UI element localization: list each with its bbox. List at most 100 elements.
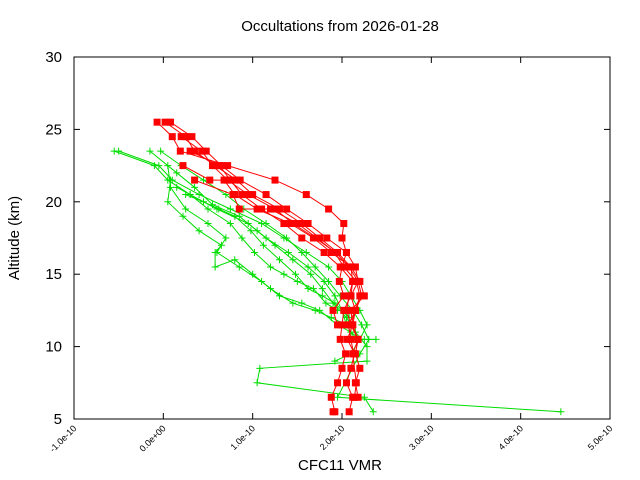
data-point <box>176 147 184 155</box>
data-point <box>168 133 176 141</box>
data-point <box>351 306 359 314</box>
x-axis-label: CFC11 VMR <box>298 457 382 474</box>
data-point <box>191 147 199 155</box>
data-point <box>325 205 333 213</box>
data-point <box>347 263 355 271</box>
data-point <box>224 162 232 170</box>
data-point <box>179 212 187 220</box>
data-point <box>191 183 199 191</box>
data-point <box>198 147 206 155</box>
data-point <box>226 205 234 213</box>
data-point <box>262 191 270 199</box>
data-point <box>304 220 312 228</box>
data-point <box>164 198 172 206</box>
series-green-2 <box>115 147 371 365</box>
data-point <box>182 205 190 213</box>
data-point <box>343 335 351 343</box>
data-point <box>329 408 337 416</box>
data-point <box>293 277 301 285</box>
data-point <box>271 205 279 213</box>
data-point <box>231 256 239 264</box>
data-point <box>322 299 330 307</box>
data-point <box>358 321 366 329</box>
data-point <box>208 162 216 170</box>
data-point <box>146 147 154 155</box>
data-point <box>557 408 565 416</box>
data-point <box>304 285 312 293</box>
data-point <box>253 227 261 235</box>
data-point <box>220 176 228 184</box>
data-point <box>200 198 208 206</box>
data-point <box>226 220 234 228</box>
data-point <box>226 176 234 184</box>
data-point <box>309 234 317 242</box>
series-green-7 <box>173 183 342 314</box>
data-point <box>283 234 291 242</box>
data-point <box>280 270 288 278</box>
data-point <box>211 248 219 256</box>
y-axis: 5 10 15 20 25 30 <box>45 49 610 428</box>
data-point <box>157 147 165 155</box>
data-point <box>275 256 283 264</box>
data-point <box>347 364 355 372</box>
data-point <box>360 292 368 300</box>
data-point <box>267 205 275 213</box>
data-point <box>286 220 294 228</box>
data-point <box>155 162 163 170</box>
data-point <box>329 306 337 314</box>
data-point <box>275 205 283 213</box>
data-point <box>215 205 223 213</box>
data-point <box>363 357 371 365</box>
data-point <box>340 306 348 314</box>
series-red-7 <box>191 176 364 401</box>
data-point <box>188 133 196 141</box>
data-point <box>340 263 348 271</box>
data-point <box>307 270 315 278</box>
data-point <box>235 263 243 271</box>
data-point <box>202 147 210 155</box>
series-green-1 <box>110 147 380 343</box>
data-point <box>249 191 257 199</box>
data-point <box>347 321 355 329</box>
data-point <box>338 234 346 242</box>
data-point <box>334 393 342 401</box>
data-point <box>289 299 297 307</box>
data-point <box>335 277 343 285</box>
x-tick-label: 0.0e+00 <box>137 423 167 453</box>
data-point <box>280 220 288 228</box>
data-point <box>244 191 252 199</box>
data-point <box>271 241 279 249</box>
series-line <box>118 150 368 362</box>
data-point <box>356 277 364 285</box>
y-tick-label: 25 <box>45 121 62 138</box>
y-tick-label: 15 <box>45 266 62 283</box>
data-point <box>365 335 373 343</box>
data-point <box>318 285 326 293</box>
data-point <box>320 248 328 256</box>
data-point <box>311 263 319 271</box>
data-point <box>235 205 243 213</box>
data-point <box>211 263 219 271</box>
data-point <box>204 205 212 213</box>
data-point <box>216 162 224 170</box>
data-point <box>217 241 225 249</box>
data-point <box>311 306 319 314</box>
series-line <box>176 186 338 311</box>
data-point <box>327 248 335 256</box>
data-point <box>327 393 335 401</box>
series-line <box>167 180 347 326</box>
data-point <box>336 263 344 271</box>
data-point <box>267 263 275 271</box>
data-point <box>352 379 360 387</box>
data-point <box>313 234 321 242</box>
data-point <box>166 118 174 126</box>
y-axis-label: Altitude (km) <box>6 196 23 280</box>
data-point <box>206 176 214 184</box>
data-point <box>233 176 241 184</box>
data-point <box>340 220 348 228</box>
data-point <box>349 277 357 285</box>
data-point <box>229 191 237 199</box>
series-green-6 <box>164 176 350 329</box>
data-point <box>331 299 339 307</box>
